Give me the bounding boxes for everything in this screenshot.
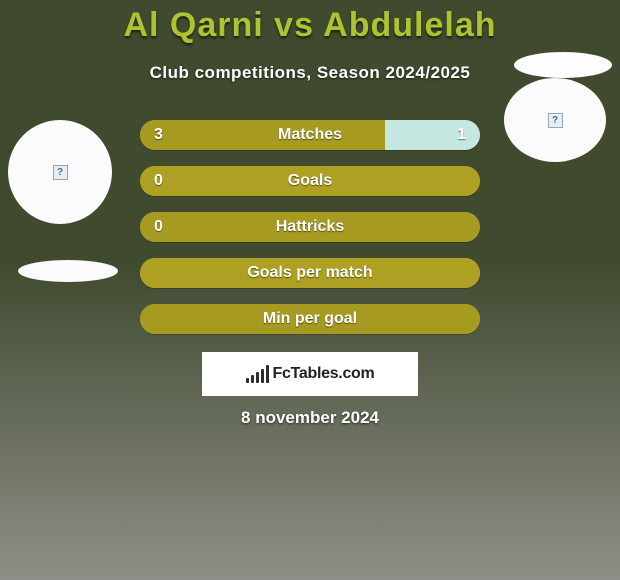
- stat-row: Min per goal: [140, 304, 480, 334]
- stat-value-left: 0: [140, 212, 177, 242]
- player-left: ?: [0, 120, 120, 282]
- bar-chart-icon-bar: [266, 365, 269, 383]
- player-right-avatar: ?: [504, 78, 606, 162]
- bar-chart-icon-bar: [246, 378, 249, 383]
- stat-row: Goals0: [140, 166, 480, 196]
- stat-label: Hattricks: [140, 212, 480, 242]
- player-right-top-ellipse: [514, 52, 612, 78]
- stat-value-left: 0: [140, 166, 177, 196]
- stat-row: Goals per match: [140, 258, 480, 288]
- branding-badge: FcTables.com: [202, 352, 418, 396]
- player-left-avatar: ?: [8, 120, 112, 224]
- bar-chart-icon-bar: [261, 369, 264, 383]
- bar-chart-icon-bar: [256, 372, 259, 383]
- stat-row: Hattricks0: [140, 212, 480, 242]
- snapshot-date: 8 november 2024: [0, 408, 620, 428]
- missing-image-icon: ?: [548, 113, 563, 128]
- stat-value-right: 1: [443, 120, 480, 150]
- branding-text: FcTables.com: [273, 365, 375, 383]
- stat-label: Goals per match: [140, 258, 480, 288]
- bar-chart-icon: [246, 365, 269, 383]
- missing-image-icon: ?: [53, 165, 68, 180]
- stats-bars: Matches31Goals0Hattricks0Goals per match…: [140, 120, 480, 350]
- player-left-base-ellipse: [18, 260, 118, 282]
- stat-value-left: 3: [140, 120, 177, 150]
- stat-label: Goals: [140, 166, 480, 196]
- stat-label: Min per goal: [140, 304, 480, 334]
- stat-label: Matches: [140, 120, 480, 150]
- comparison-card: Al Qarni vs Abdulelah Club competitions,…: [0, 0, 620, 580]
- bar-chart-icon-bar: [251, 375, 254, 383]
- stat-row: Matches3 1: [140, 120, 480, 150]
- page-title: Al Qarni vs Abdulelah: [0, 0, 620, 45]
